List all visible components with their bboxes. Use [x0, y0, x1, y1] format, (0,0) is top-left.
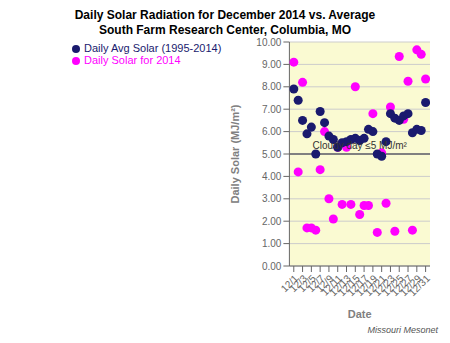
svg-text:Cloudy day ≤5 MJ/m²: Cloudy day ≤5 MJ/m² — [312, 140, 407, 151]
svg-text:Daily Solar (MJ/m²): Daily Solar (MJ/m²) — [229, 104, 241, 203]
html-text:Daily Avg Solar (1995-2014): Daily Avg Solar (1995-2014) — [84, 42, 222, 54]
svg-text:Date: Date — [348, 308, 372, 318]
svg-text:9.00: 9.00 — [262, 59, 282, 70]
svg-text:0.00: 0.00 — [262, 261, 282, 272]
svg-text:12/31: 12/31 — [407, 272, 433, 298]
svg-text:2.00: 2.00 — [262, 216, 282, 227]
html-text:Daily Solar Radiation for Dece: Daily Solar Radiation for December 2014 … — [74, 8, 376, 22]
svg-text:8.00: 8.00 — [262, 81, 282, 92]
svg-text:7.00: 7.00 — [262, 104, 282, 115]
svg-text:10.00: 10.00 — [256, 38, 281, 48]
svg-text:6.00: 6.00 — [262, 126, 282, 137]
svg-text:1.00: 1.00 — [262, 238, 282, 249]
svg-text:5.00: 5.00 — [262, 149, 282, 160]
html-text:South Farm Research Center, Co: South Farm Research Center, Columbia, MO — [99, 23, 351, 37]
html-text:Missouri Mesonet: Missouri Mesonet — [367, 325, 438, 335]
html-text:Daily Solar for 2014: Daily Solar for 2014 — [84, 54, 181, 66]
svg-text:4.00: 4.00 — [262, 171, 282, 182]
svg-text:3.00: 3.00 — [262, 193, 282, 204]
